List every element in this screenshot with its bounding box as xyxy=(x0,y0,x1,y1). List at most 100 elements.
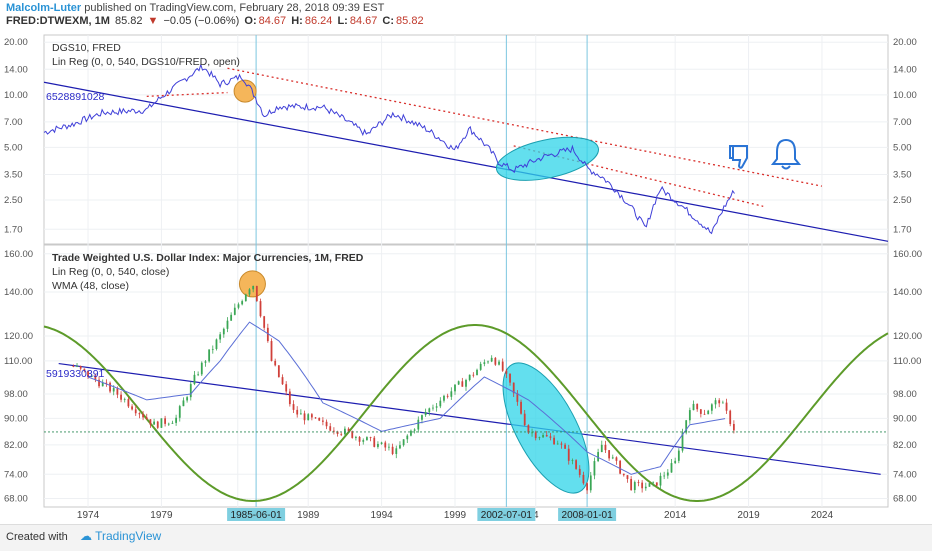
candle-body xyxy=(388,446,390,448)
candle-body xyxy=(421,415,423,420)
y-tick-label: 1.70 xyxy=(893,224,912,235)
y-tick-label: 140.00 xyxy=(4,287,33,298)
candle-body xyxy=(399,445,401,449)
candle-body xyxy=(589,475,592,491)
candle-body xyxy=(303,413,306,421)
candle-body xyxy=(248,289,251,295)
candle-body xyxy=(263,316,266,328)
candle-body xyxy=(120,394,122,400)
candle-body xyxy=(377,443,379,447)
y-tick-label: 1.70 xyxy=(4,224,23,235)
candle-body xyxy=(252,285,255,290)
candle-body xyxy=(292,404,295,410)
candle-body xyxy=(410,430,412,436)
candle-body xyxy=(318,417,321,421)
candle-body xyxy=(523,413,526,426)
candle-body xyxy=(204,361,207,363)
candle-body xyxy=(586,483,588,491)
candle-body xyxy=(380,442,383,444)
candle-body xyxy=(296,409,299,415)
candle-body xyxy=(553,437,555,445)
candle-body xyxy=(167,423,170,425)
y-tick-label: 68.00 xyxy=(893,493,917,504)
chart-icons[interactable] xyxy=(729,138,802,170)
candle-body xyxy=(391,446,394,454)
x-tick-label: 1979 xyxy=(150,510,173,521)
top-pane-drawings xyxy=(43,63,889,242)
candle-body xyxy=(644,486,647,489)
candle-body xyxy=(329,426,332,431)
y-tick-label: 7.00 xyxy=(893,117,912,128)
x-highlight-label: 2002-07-01 xyxy=(481,510,533,521)
x-tick-label: 1994 xyxy=(370,510,393,521)
publish-info: published on TradingView.com, February 2… xyxy=(84,2,385,14)
top-pane-frame xyxy=(43,34,889,245)
bell-icon[interactable] xyxy=(770,138,802,170)
candle-body xyxy=(274,360,277,366)
y-tick-label: 20.00 xyxy=(4,37,28,48)
thumbs-down-icon[interactable] xyxy=(729,145,748,169)
candle-body xyxy=(413,429,416,431)
x-highlight-label: 1985-06-01 xyxy=(231,510,283,521)
bottom-linreg-value: 5919330391 xyxy=(46,368,105,380)
top-linreg-value: 6528891028 xyxy=(46,91,105,103)
candle-body xyxy=(439,400,442,407)
regression-line xyxy=(58,362,881,475)
candle-body xyxy=(714,400,717,405)
candle-body xyxy=(285,384,288,392)
candle-body xyxy=(571,460,574,461)
candle-body xyxy=(604,444,607,451)
candle-body xyxy=(182,400,185,407)
candle-body xyxy=(512,382,515,394)
y-tick-label: 160.00 xyxy=(893,249,922,260)
open-value: 84.67 xyxy=(258,15,287,27)
y-tick-label: 5.00 xyxy=(4,142,23,153)
x-tick-label: 2019 xyxy=(737,510,760,521)
x-tick-label: 2024 xyxy=(811,510,834,521)
candle-body xyxy=(270,341,273,361)
y-tick-label: 82.00 xyxy=(4,440,28,451)
y-tick-label: 160.00 xyxy=(4,249,33,260)
author-link[interactable]: Malcolm-Luter xyxy=(6,2,82,14)
x-tick-label: 1999 xyxy=(444,510,467,521)
candle-body xyxy=(310,414,313,418)
candle-body xyxy=(531,432,533,434)
candle-body xyxy=(443,395,445,401)
chart-canvas[interactable]: 20.00 20.00 14.00 14.00 10.00 10.00 7.00 7.00 5.… xyxy=(0,0,932,524)
low-value: 84.67 xyxy=(349,15,378,27)
candle-body xyxy=(241,301,244,305)
candle-body xyxy=(556,443,559,445)
y-tick-label: 140.00 xyxy=(893,287,922,298)
tradingview-logo[interactable]: ☁ TradingView xyxy=(80,529,162,543)
candle-body xyxy=(729,410,732,425)
candle-body xyxy=(732,424,735,431)
candle-body xyxy=(211,348,214,350)
candle-body xyxy=(578,468,581,475)
candle-body xyxy=(487,361,489,363)
candle-body xyxy=(681,432,684,451)
highlight-ellipse xyxy=(502,362,590,494)
trend-dotted-line xyxy=(146,91,228,98)
candle-body xyxy=(138,413,141,415)
candle-body xyxy=(112,388,115,392)
candle-body xyxy=(432,407,434,409)
candle-body xyxy=(79,366,82,369)
candle-body xyxy=(307,414,310,421)
candle-body xyxy=(560,443,563,445)
candle-body xyxy=(593,461,596,476)
highlight-circle xyxy=(233,79,257,103)
candle-body xyxy=(468,374,471,380)
candle-body xyxy=(186,397,189,401)
candle-body xyxy=(215,339,218,349)
top-pane-grid xyxy=(44,35,888,507)
y-tick-label: 74.00 xyxy=(893,469,917,480)
candle-body xyxy=(358,436,361,442)
candle-body xyxy=(476,369,478,376)
footer-made-with: Created with xyxy=(6,531,68,543)
candle-body xyxy=(641,482,644,489)
y-tick-label: 110.00 xyxy=(893,356,921,367)
candle-body xyxy=(366,437,368,441)
candle-body xyxy=(351,431,354,438)
symbol-label: FRED:DTWEXM, 1M xyxy=(6,15,110,27)
candle-body xyxy=(626,475,629,479)
